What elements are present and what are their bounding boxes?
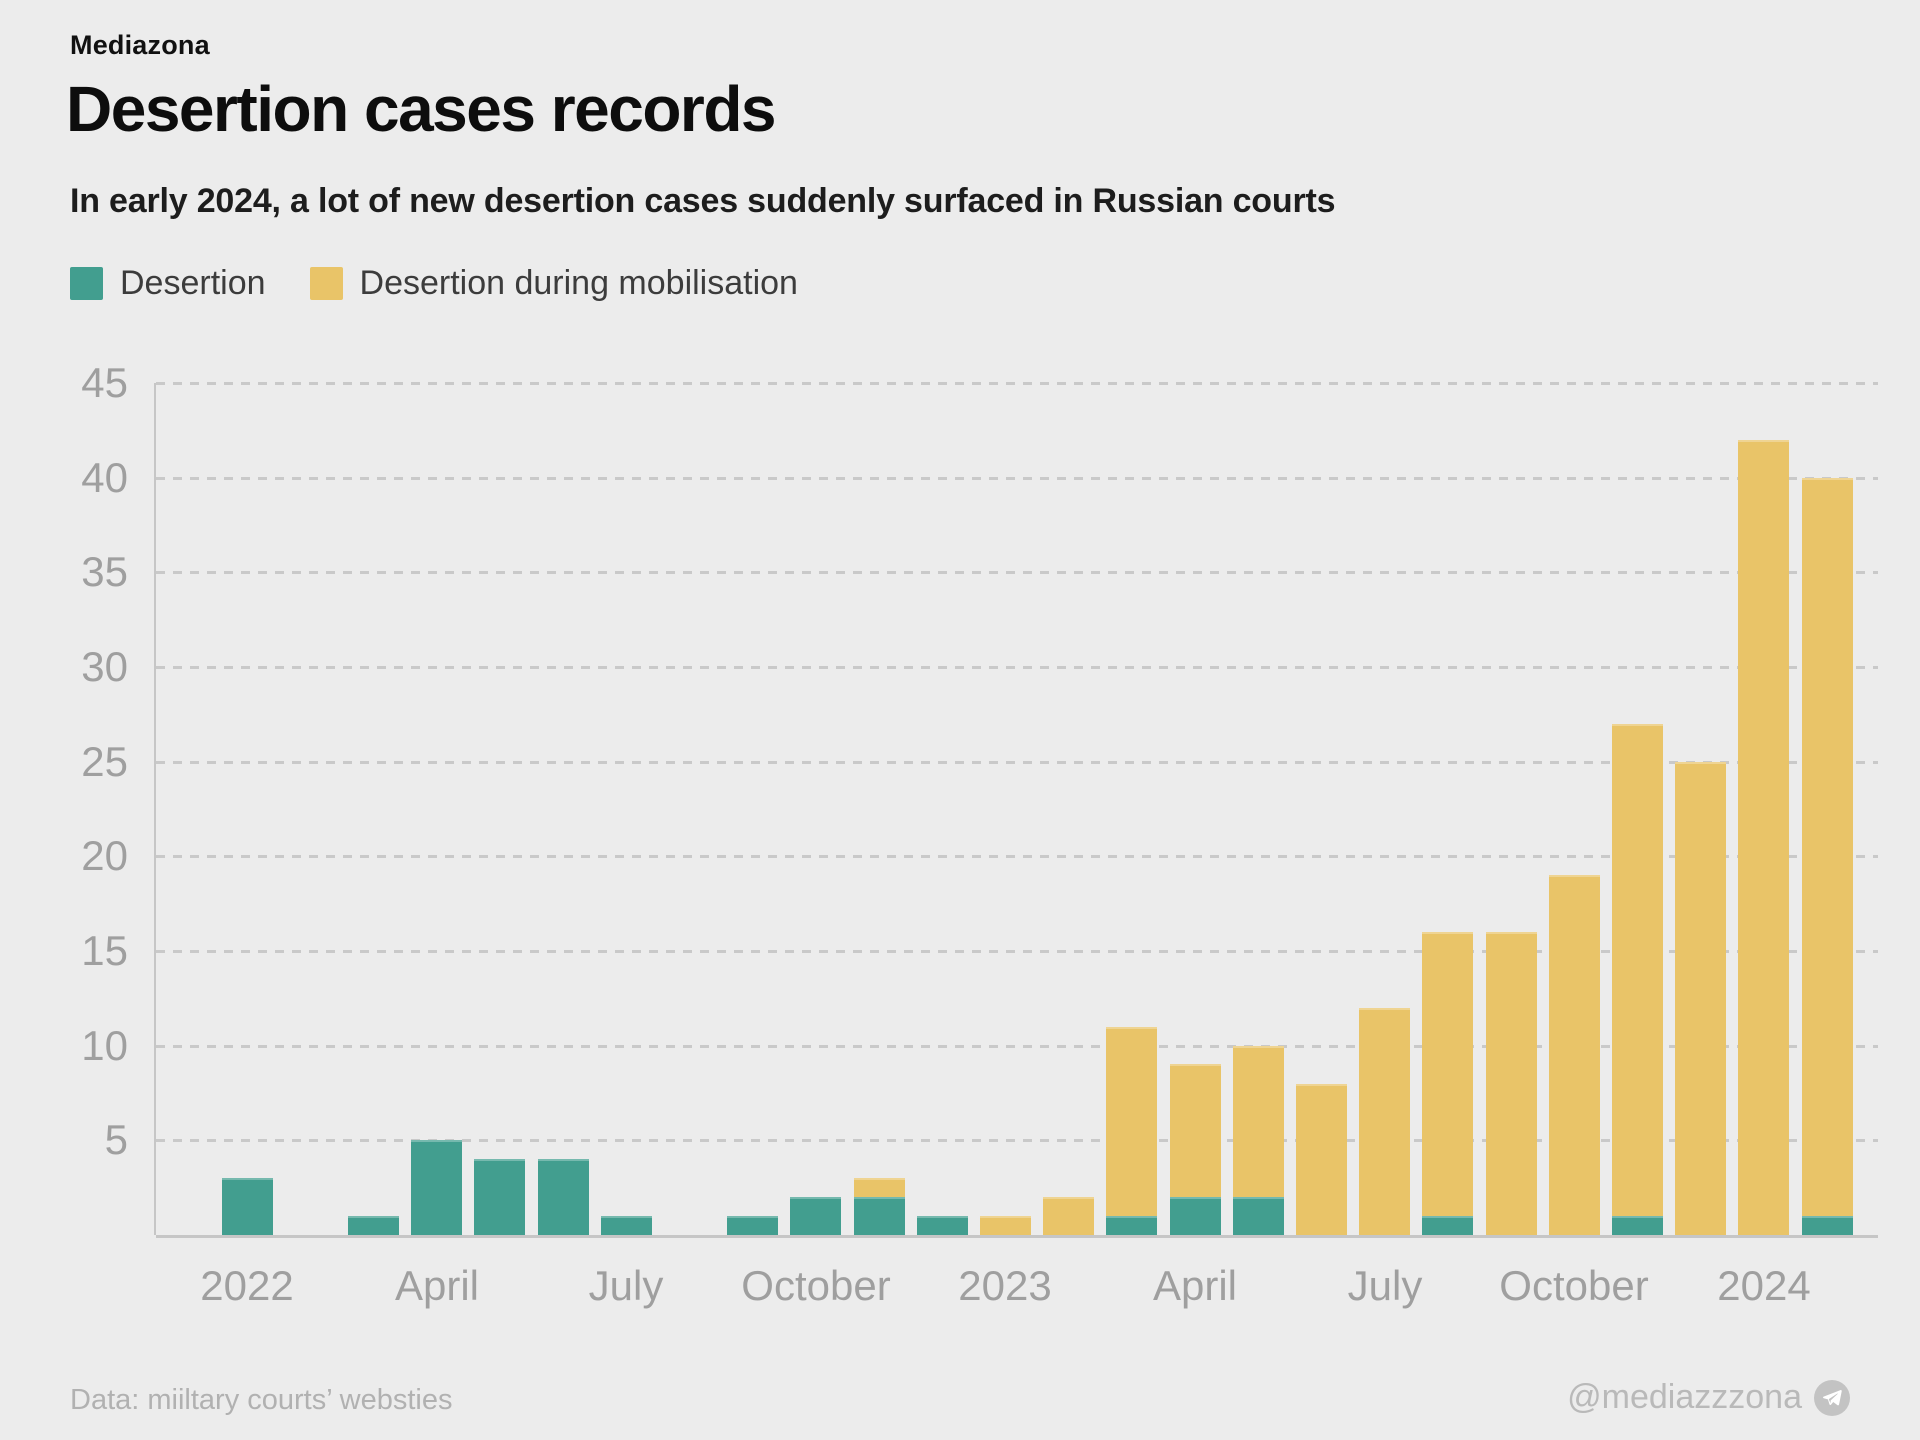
bar-mobilisation [1738,440,1789,1235]
gridline-y-30 [156,666,1878,669]
y-axis-tick-label: 20 [81,832,128,879]
bar-desertion [222,1178,273,1235]
bar-desertion [538,1159,589,1235]
bar-mobilisation [1675,762,1726,1235]
y-axis-tick-label: 30 [81,643,128,690]
bar-desertion [854,1197,905,1235]
bar-mobilisation [1296,1084,1347,1235]
bar-desertion [727,1216,778,1235]
x-axis-tick-label: April [394,1262,480,1309]
bar-mobilisation [980,1216,1031,1235]
y-axis-tick-label: 40 [81,454,128,501]
y-axis-line [154,383,156,1235]
bar-mobilisation [1612,724,1663,1216]
x-axis-tick-label: 2022 [200,1262,294,1309]
bar-mobilisation [1549,875,1600,1235]
legend-item-mobilisation: Desertion during mobilisation [309,264,798,303]
x-axis-line [156,1235,1878,1238]
bar-mobilisation [854,1178,905,1197]
legend-label-desertion: Desertion [120,264,266,302]
bar-desertion [1233,1197,1284,1235]
y-axis-tick-label: 25 [81,738,128,785]
bar-mobilisation [1422,932,1473,1216]
bar-mobilisation [1359,1008,1410,1235]
y-axis-tick-label: 35 [81,548,128,595]
y-axis-tick-label: 45 [81,359,128,406]
bar-mobilisation [1106,1027,1157,1216]
bar-mobilisation [1043,1197,1094,1235]
bar-desertion [348,1216,399,1235]
bar-desertion [411,1140,462,1235]
bar-mobilisation [1802,478,1853,1216]
telegram-icon[interactable] [1814,1379,1850,1416]
bar-desertion [601,1216,652,1235]
y-axis-tick-label: 15 [81,927,128,974]
bar-desertion [1106,1216,1157,1235]
x-axis-tick-label: 2023 [958,1262,1052,1309]
bar-desertion [917,1216,968,1235]
gridline-y-45 [156,382,1878,385]
social-handle[interactable]: @mediazzzona [1567,1378,1850,1417]
x-axis-tick-label: July [1347,1262,1423,1309]
brand-logo: Mediazona [70,30,210,60]
bar-desertion [1170,1197,1221,1235]
y-axis-tick-label: 5 [104,1116,128,1163]
x-axis-tick-label: October [1499,1262,1649,1309]
legend-swatch-desertion [70,267,103,300]
x-axis-tick-label: 2024 [1717,1262,1811,1309]
bar-desertion [1612,1216,1663,1235]
bar-desertion [474,1159,525,1235]
legend-label-mobilisation: Desertion during mobilisation [359,264,798,302]
gridline-y-35 [156,571,1878,574]
x-axis-tick-label: April [1152,1262,1238,1309]
legend-item-desertion: Desertion [70,264,266,303]
gridline-y-5 [156,1139,1878,1142]
bar-desertion [790,1197,841,1235]
bar-mobilisation [1486,932,1537,1235]
chart-subtitle: In early 2024, a lot of new desertion ca… [70,182,1336,220]
bar-mobilisation [1170,1064,1221,1197]
gridline-y-40 [156,477,1878,480]
gridline-y-25 [156,761,1878,764]
gridline-y-20 [156,855,1878,858]
y-axis-tick-label: 10 [81,1022,128,1069]
data-source-note: Data: miiltary courts’ websties [70,1384,453,1416]
bar-mobilisation [1233,1046,1284,1197]
gridline-y-10 [156,1045,1878,1048]
page-title: Desertion cases records [66,73,777,145]
legend: Desertion Desertion during mobilisation [70,264,798,303]
bar-desertion [1422,1216,1473,1235]
x-axis-tick-label: October [741,1262,891,1309]
bar-desertion [1802,1216,1853,1235]
x-axis-tick-label: July [588,1262,664,1309]
legend-swatch-mobilisation [309,267,343,300]
gridline-y-15 [156,950,1878,953]
telegram-handle[interactable]: @mediazzzona [1567,1378,1802,1416]
